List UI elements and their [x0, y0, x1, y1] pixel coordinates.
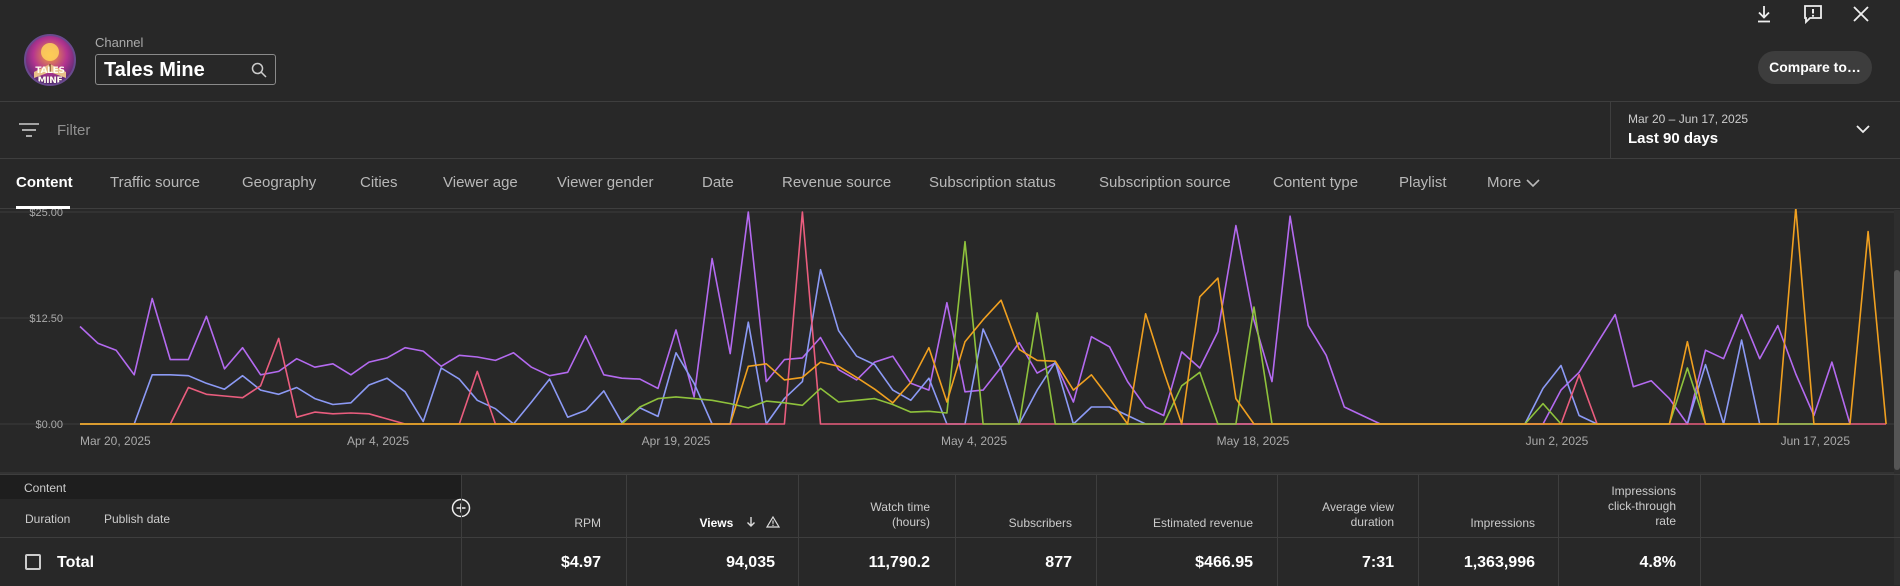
column-divider [1096, 475, 1097, 586]
y-tick-label: $0.00 [35, 419, 63, 431]
x-tick-label: Jun 17, 2025 [1781, 434, 1851, 448]
tab-content[interactable]: Content [16, 174, 73, 191]
total-impressions: 1,363,996 [1463, 554, 1535, 571]
tab-more-label: More [1487, 174, 1522, 191]
logo-text: TALES MINE [35, 66, 65, 86]
x-tick-label: May 4, 2025 [941, 434, 1007, 448]
column-divider [626, 475, 627, 586]
channel-name: Tales Mine [104, 59, 205, 81]
channel-label: Channel [95, 35, 144, 50]
date-range-selector[interactable]: Mar 20 – Jun 17, 2025 Last 90 days [1610, 102, 1900, 159]
column-divider [955, 475, 956, 586]
filter-input[interactable]: Filter [57, 122, 91, 139]
impressions-column-header[interactable]: Impressions [1470, 516, 1535, 530]
tab-traffic-source[interactable]: Traffic source [110, 174, 201, 191]
chevron-down-icon [1526, 179, 1540, 188]
column-divider [1418, 475, 1419, 586]
total-views: 94,035 [726, 554, 775, 571]
total-row-label: Total [57, 554, 95, 571]
metrics-table: Content Duration Publish date RPM Views … [0, 474, 1900, 586]
download-icon[interactable] [1753, 3, 1775, 25]
total-rpm: $4.97 [560, 554, 601, 571]
chevron-down-icon [1856, 125, 1870, 134]
views-column-header[interactable]: Views [640, 515, 781, 531]
channel-avatar[interactable]: TALES MINE [24, 34, 76, 86]
row-divider [0, 537, 1900, 538]
publish-date-column-header[interactable]: Publish date [104, 512, 171, 526]
subscribers-column-header[interactable]: Subscribers [1008, 516, 1072, 530]
tab-subscription-status[interactable]: Subscription status [929, 174, 1056, 191]
ctr-column-header[interactable]: Impressions click-through rate [1607, 484, 1676, 528]
x-tick-label: Mar 20, 2025 [80, 434, 151, 448]
column-divider [461, 475, 462, 586]
scrollbar-thumb[interactable] [1894, 270, 1900, 470]
date-range-label: Last 90 days [1628, 130, 1719, 147]
y-tick-label: $25.00 [29, 209, 63, 219]
total-ctr: 4.8% [1639, 554, 1676, 571]
x-tick-label: Apr 19, 2025 [642, 434, 711, 448]
series-line-1[interactable] [80, 268, 1850, 425]
x-tick-label: Jun 2, 2025 [1526, 434, 1589, 448]
estimated-revenue-column-header[interactable]: Estimated revenue [1152, 516, 1253, 530]
channel-selector[interactable]: Tales Mine [95, 54, 276, 85]
tab-revenue-source[interactable]: Revenue source [782, 174, 892, 191]
total-row-checkbox[interactable] [25, 554, 41, 570]
tab-date[interactable]: Date [702, 174, 734, 191]
filter-bar: Filter Mar 20 – Jun 17, 2025 Last 90 day… [0, 102, 1900, 159]
total-avg-view-duration: 7:31 [1361, 554, 1394, 571]
column-divider [1277, 475, 1278, 586]
column-divider [1558, 475, 1559, 586]
tab-geography[interactable]: Geography [242, 174, 317, 191]
compare-button[interactable]: Compare to… [1758, 51, 1872, 84]
views-column-label: Views [699, 516, 734, 530]
dimension-tabs: Content Traffic source Geography Cities … [0, 159, 1900, 209]
revenue-line-chart: $25.00 $12.50 $0.00 Mar 20, 2025 Apr 4, 2025… [0, 209, 1894, 474]
watch-time-column-header[interactable]: Watch time (hours) [870, 500, 930, 529]
sort-arrow-down-icon [746, 517, 755, 527]
content-column-label: Content [0, 475, 462, 499]
series-line-3[interactable] [80, 240, 1850, 425]
feedback-icon[interactable] [1802, 3, 1824, 25]
column-divider [1700, 475, 1701, 586]
total-estimated-revenue: $466.95 [1195, 554, 1253, 571]
filter-icon[interactable] [18, 122, 40, 138]
total-watch-time: 11,790.2 [868, 554, 930, 571]
warning-icon[interactable] [765, 515, 781, 528]
date-range-text: Mar 20 – Jun 17, 2025 [1628, 112, 1749, 126]
tab-cities[interactable]: Cities [360, 174, 398, 191]
tab-viewer-gender[interactable]: Viewer gender [557, 174, 654, 191]
tab-subscription-source[interactable]: Subscription source [1099, 174, 1231, 191]
column-divider [798, 475, 799, 586]
active-tab-indicator [16, 206, 70, 209]
x-tick-label: May 18, 2025 [1217, 434, 1290, 448]
series-line-4[interactable] [80, 209, 1887, 425]
rpm-column-header[interactable]: RPM [574, 516, 601, 530]
series-line-0[interactable] [79, 211, 1851, 425]
close-icon[interactable] [1850, 3, 1872, 25]
tab-playlist[interactable]: Playlist [1399, 174, 1447, 191]
total-subscribers: 877 [1045, 554, 1072, 571]
header: TALES MINE Channel Tales Mine Compare to… [0, 0, 1900, 102]
search-icon[interactable] [251, 62, 267, 78]
avg-view-duration-column-header[interactable]: Average view duration [1322, 500, 1394, 529]
tab-viewer-age[interactable]: Viewer age [443, 174, 518, 191]
duration-column-header[interactable]: Duration [25, 512, 71, 526]
x-tick-label: Apr 4, 2025 [347, 434, 409, 448]
tab-more[interactable]: More [1487, 174, 1540, 191]
y-tick-label: $12.50 [29, 313, 63, 325]
tab-content-type[interactable]: Content type [1273, 174, 1359, 191]
